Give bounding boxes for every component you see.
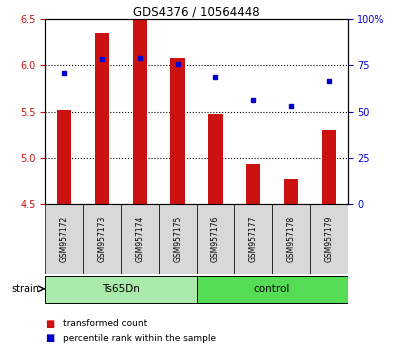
Text: GSM957179: GSM957179 xyxy=(324,216,333,262)
Text: percentile rank within the sample: percentile rank within the sample xyxy=(63,333,216,343)
Bar xyxy=(197,204,234,274)
Text: GSM957176: GSM957176 xyxy=(211,216,220,262)
Title: GDS4376 / 10564448: GDS4376 / 10564448 xyxy=(133,5,260,18)
Text: transformed count: transformed count xyxy=(63,319,147,329)
Text: ■: ■ xyxy=(45,333,55,343)
Bar xyxy=(121,204,159,274)
Bar xyxy=(197,276,348,303)
Bar xyxy=(208,114,222,204)
Text: ■: ■ xyxy=(45,319,55,329)
Bar xyxy=(272,204,310,274)
Text: strain: strain xyxy=(12,284,40,294)
Bar xyxy=(83,204,121,274)
Text: GSM957178: GSM957178 xyxy=(286,216,295,262)
Bar xyxy=(284,179,298,204)
Bar xyxy=(234,204,272,274)
Bar xyxy=(310,204,348,274)
Text: GSM957172: GSM957172 xyxy=(60,216,69,262)
Text: GSM957174: GSM957174 xyxy=(135,216,144,262)
Bar xyxy=(95,33,109,204)
Bar xyxy=(322,130,336,204)
Bar xyxy=(171,58,185,204)
Bar xyxy=(57,110,71,204)
Bar xyxy=(45,204,83,274)
Bar xyxy=(45,276,197,303)
Text: GSM957175: GSM957175 xyxy=(173,216,182,262)
Text: control: control xyxy=(254,284,290,294)
Text: GSM957173: GSM957173 xyxy=(98,216,107,262)
Bar xyxy=(133,19,147,204)
Text: GSM957177: GSM957177 xyxy=(249,216,258,262)
Bar xyxy=(159,204,197,274)
Bar xyxy=(246,164,260,204)
Text: Ts65Dn: Ts65Dn xyxy=(102,284,140,294)
